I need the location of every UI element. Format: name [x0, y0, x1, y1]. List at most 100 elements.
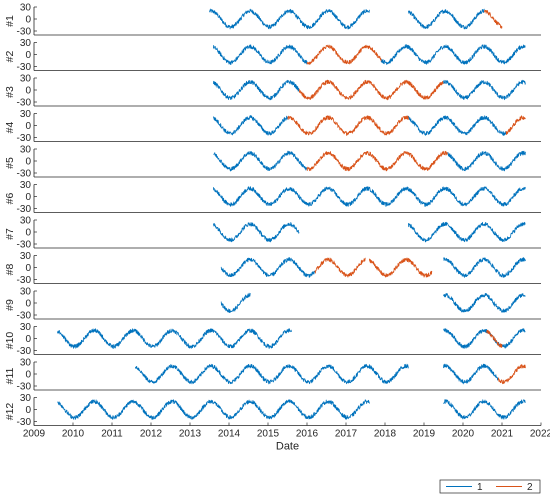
panel-label: #9	[4, 299, 16, 311]
series-line	[213, 115, 288, 136]
panel: 300-30#12	[4, 393, 541, 428]
panel-label: #3	[4, 86, 16, 98]
series-line	[306, 150, 448, 172]
series-line	[57, 328, 292, 349]
panel-label: #4	[4, 122, 16, 134]
series-line	[287, 115, 409, 136]
y-tick-label: 30	[20, 216, 32, 227]
series-line	[408, 115, 507, 136]
panel: 300-30#8	[4, 251, 541, 286]
x-tick-label: 2013	[179, 429, 202, 440]
y-tick-label: 30	[20, 180, 32, 191]
x-tick-label: 2022	[530, 429, 550, 440]
series-line	[135, 363, 409, 385]
series-line	[408, 8, 485, 30]
x-tick-label: 2015	[257, 429, 280, 440]
y-tick-label: 0	[25, 86, 31, 97]
series-line	[314, 257, 366, 278]
y-tick-label: 30	[20, 3, 32, 14]
series-line	[306, 44, 382, 65]
y-tick-label: 30	[20, 145, 32, 156]
panel-label: #6	[4, 193, 16, 205]
series-line	[484, 9, 503, 29]
panel: 300-30#11	[4, 358, 541, 393]
panel-label: #7	[4, 228, 16, 240]
series-line	[213, 44, 308, 65]
panel-label: #11	[4, 367, 16, 384]
y-tick-label: -30	[17, 204, 32, 215]
legend-label: 1	[477, 482, 483, 493]
y-tick-label: 30	[20, 38, 32, 49]
y-tick-label: -30	[17, 240, 32, 251]
y-tick-label: 0	[25, 370, 31, 381]
series-line	[443, 292, 526, 313]
series-line	[213, 186, 526, 207]
series-line	[209, 8, 370, 30]
x-tick-label: 2021	[491, 429, 514, 440]
panel: 300-30#7	[4, 216, 541, 251]
y-tick-label: -30	[17, 98, 32, 109]
y-tick-label: 30	[20, 74, 32, 85]
y-tick-label: 30	[20, 322, 32, 333]
y-tick-label: 0	[25, 263, 31, 274]
series-line	[447, 150, 526, 172]
panel-label: #12	[4, 403, 16, 421]
series-line	[220, 257, 316, 278]
series-line	[213, 79, 300, 101]
series-line	[443, 363, 499, 385]
panel-label: #2	[4, 51, 16, 63]
y-tick-label: 30	[20, 393, 32, 404]
y-tick-label: 0	[25, 334, 31, 345]
series-line	[443, 399, 526, 420]
y-tick-label: 0	[25, 15, 31, 26]
panel-label: #5	[4, 157, 16, 169]
y-tick-label: -30	[17, 169, 32, 180]
y-tick-label: 30	[20, 251, 32, 262]
y-tick-label: 0	[25, 121, 31, 132]
y-tick-label: -30	[17, 275, 32, 286]
y-tick-label: 30	[20, 287, 32, 298]
legend-label: 2	[527, 482, 533, 493]
panels-layer: 300-30#1300-30#2300-30#3300-30#4300-30#5…	[4, 3, 541, 428]
series-line	[497, 257, 526, 278]
y-tick-label: -30	[17, 346, 32, 357]
y-tick-label: 0	[25, 299, 31, 310]
y-tick-label: 0	[25, 228, 31, 239]
x-tick-label: 2020	[452, 429, 475, 440]
series-line	[497, 364, 526, 385]
y-tick-label: 30	[20, 358, 32, 369]
y-tick-label: -30	[17, 62, 32, 73]
series-line	[369, 257, 433, 278]
series-line	[213, 150, 308, 172]
x-tick-label: 2019	[413, 429, 436, 440]
panel: 300-30#9	[4, 287, 541, 322]
legend-box	[439, 479, 541, 494]
y-tick-label: -30	[17, 133, 32, 144]
series-line	[57, 399, 370, 420]
series-line	[443, 79, 526, 101]
y-tick-label: 0	[25, 157, 31, 168]
y-tick-label: 0	[25, 50, 31, 61]
panel: 300-30#3	[4, 74, 541, 109]
x-tick-label: 2018	[374, 429, 397, 440]
series-line	[380, 44, 526, 65]
y-tick-label: -30	[17, 417, 32, 428]
y-tick-label: -30	[17, 311, 32, 322]
y-tick-label: -30	[17, 27, 32, 38]
x-tick-label: 2016	[296, 429, 319, 440]
y-tick-label: -30	[17, 382, 32, 393]
x-tick-label: 2011	[101, 429, 123, 440]
x-tick-label: 2010	[62, 429, 85, 440]
x-axis: 2009 2010 2011 2012 2013 2014 2015 2016 2017 2018…	[23, 422, 550, 440]
panel: 300-30#2	[4, 38, 541, 73]
x-axis-title: Date	[276, 441, 299, 453]
series-line	[213, 222, 300, 243]
series-line	[298, 79, 444, 101]
panel: 300-30#10	[4, 322, 541, 357]
panel: 300-30#4	[4, 109, 541, 144]
series-line	[408, 221, 526, 243]
x-tick-label: 2017	[335, 429, 358, 440]
y-tick-label: 30	[20, 109, 32, 120]
